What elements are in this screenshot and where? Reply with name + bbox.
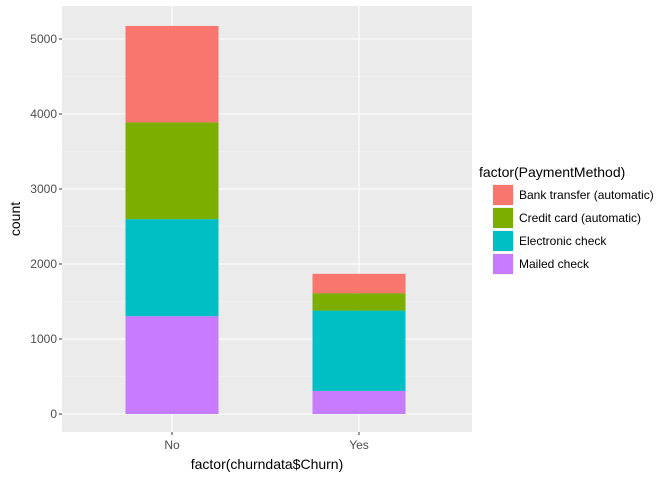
plot-panel	[62, 6, 472, 432]
bars	[125, 25, 406, 414]
legend: factor(PaymentMethod) Bank transfer (aut…	[479, 164, 654, 275]
legend-label: Electronic check	[519, 234, 607, 248]
y-tick-label: 0	[50, 407, 57, 421]
x-tick-label: Yes	[349, 438, 369, 452]
bar-segment	[312, 310, 406, 391]
legend-key-swatch	[493, 231, 513, 251]
bar-segment	[125, 25, 219, 123]
bar-segment	[312, 293, 406, 311]
legend-key-swatch	[493, 185, 513, 205]
bar-segment	[125, 122, 219, 220]
legend-key-swatch	[493, 254, 513, 274]
legend-label: Credit card (automatic)	[519, 211, 641, 225]
y-tick-label: 5000	[30, 32, 57, 46]
x-tick-label: No	[164, 438, 180, 452]
y-tick-label: 2000	[30, 257, 57, 271]
y-axis-title: count	[7, 202, 23, 236]
y-tick-label: 1000	[30, 332, 57, 346]
bar-segment	[125, 219, 219, 317]
x-axis: No Yes	[164, 432, 369, 452]
legend-label: Mailed check	[519, 257, 590, 271]
x-axis-title: factor(churndata$Churn)	[191, 456, 344, 472]
bar-segment	[312, 390, 406, 414]
y-tick-label: 3000	[30, 182, 57, 196]
bar-segment	[125, 316, 219, 414]
y-tick-label: 4000	[30, 107, 57, 121]
legend-title: factor(PaymentMethod)	[479, 164, 625, 180]
legend-label: Bank transfer (automatic)	[519, 188, 654, 202]
legend-key-swatch	[493, 208, 513, 228]
y-axis: 0 1000 2000 3000 4000 5000	[30, 32, 62, 421]
bar-segment	[312, 273, 406, 294]
